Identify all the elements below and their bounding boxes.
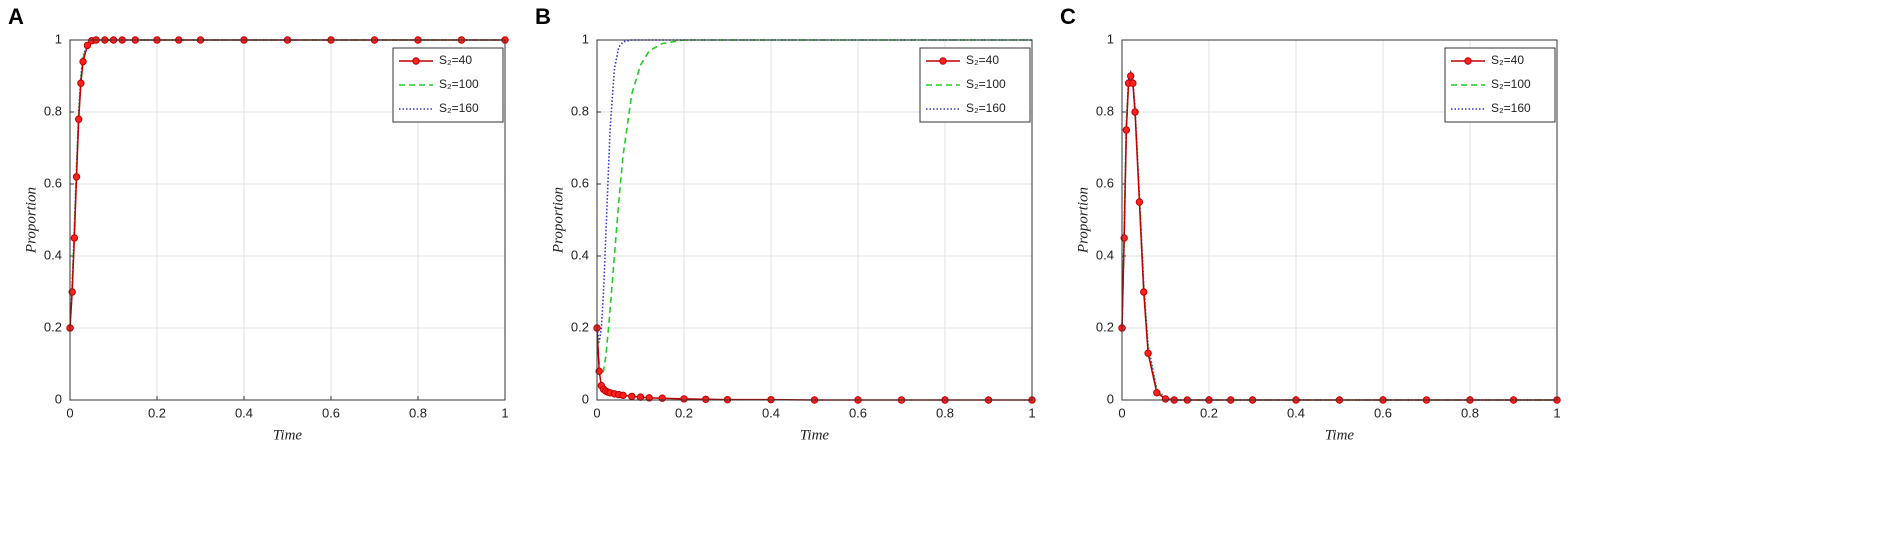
legend-marker [412,57,420,65]
x-tick-label: 1 [1553,405,1560,420]
marker [702,395,710,403]
y-tick-label: 0 [582,391,589,406]
panel-label: B [535,4,551,29]
marker [77,79,85,87]
marker [1144,349,1152,357]
y-tick-label: 0 [55,391,62,406]
marker [83,41,92,50]
legend-label: S₂=160 [439,101,479,115]
marker [1129,79,1137,87]
y-axis-label: Proportion [550,187,566,254]
axes-box [69,39,506,401]
x-tick-label: 0.2 [148,405,166,420]
marker [79,57,87,66]
x-tick-label: 1 [1028,405,1035,420]
y-axis-label: Proportion [1075,187,1091,254]
marker [619,391,627,400]
y-tick-label: 0.4 [571,247,589,262]
marker [1135,198,1144,206]
marker [636,393,645,401]
x-tick-label: 0.6 [322,405,340,420]
y-tick-label: 1 [1107,31,1114,46]
marker [75,115,83,123]
x-tick-label: 0.8 [936,405,954,420]
legend-label: S₂=100 [439,77,479,91]
y-tick-label: 0 [1107,391,1114,406]
y-tick-label: 0.4 [44,247,62,262]
x-tick-label: 0 [66,405,73,420]
marker [1127,72,1135,80]
panel: A 0 0.2 0.4 0.6 0.8 1 0 0.2 0.4 0.6 0.8 1 Time Proport… [8,4,509,443]
legend-label: S₂=100 [1491,77,1531,91]
legend-label: S₂=40 [439,53,472,67]
y-tick-label: 1 [55,31,62,46]
legend-marker [1464,57,1472,65]
marker [595,367,603,375]
legend-label: S₂=40 [1491,53,1524,67]
legend-label: S₂=160 [966,101,1006,115]
axes-box [1121,39,1558,401]
x-tick-label: 0.8 [409,405,427,420]
x-axis-label: Time [1325,427,1355,443]
x-tick-label: 0.6 [849,405,867,420]
panel-label: C [1060,4,1076,29]
y-tick-label: 0.6 [1096,175,1114,190]
x-tick-label: 0.2 [675,405,693,420]
y-tick-label: 0.8 [44,103,62,118]
legend-label: S₂=100 [966,77,1006,91]
x-axis-label: Time [273,427,303,443]
x-tick-label: 0.4 [762,405,780,420]
y-tick-label: 0.4 [1096,247,1114,262]
marker [1161,395,1170,403]
axes-box [596,39,1033,401]
panel: C 0 0.2 0.4 0.6 0.8 1 0 0.2 0.4 0.6 0.8 1 Time Proport… [1060,4,1561,443]
panel-label: A [8,4,24,29]
marker [1120,234,1128,242]
x-tick-label: 0 [593,405,600,420]
x-tick-label: 0.6 [1374,405,1392,420]
y-tick-label: 1 [582,31,589,46]
marker [680,395,688,403]
y-axis-label: Proportion [23,187,39,254]
marker [1153,389,1161,397]
y-tick-label: 0.2 [1096,319,1114,334]
x-tick-label: 1 [501,405,508,420]
marker [1140,288,1148,296]
marker [628,392,636,401]
marker [1122,126,1131,134]
y-tick-label: 0.8 [571,103,589,118]
legend-label: S₂=40 [966,53,999,67]
y-tick-label: 0.2 [44,319,62,334]
y-tick-label: 0.6 [571,175,589,190]
marker [72,173,81,181]
legend-marker [939,57,947,65]
x-tick-label: 0.8 [1461,405,1479,420]
marker [68,288,76,296]
x-axis-label: Time [800,427,830,443]
legend-label: S₂=160 [1491,101,1531,115]
marker [645,394,653,402]
x-tick-label: 0.4 [1287,405,1305,420]
marker [1131,108,1139,116]
y-tick-label: 0.6 [44,175,62,190]
y-tick-label: 0.8 [1096,103,1114,118]
x-tick-label: 0.2 [1200,405,1218,420]
y-tick-label: 0.2 [571,319,589,334]
x-tick-label: 0.4 [235,405,253,420]
x-tick-label: 0 [1118,405,1125,420]
marker [70,234,79,242]
panel: B 0 0.2 0.4 0.6 0.8 1 0 0.2 0.4 0.6 0.8 1 Time Proport… [535,4,1036,443]
